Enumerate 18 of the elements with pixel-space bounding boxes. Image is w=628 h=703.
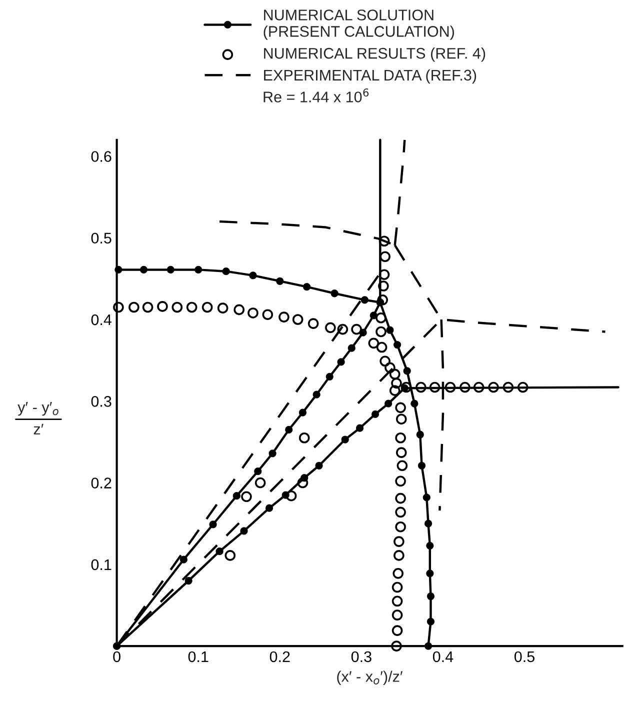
text: Re = 1.44 x 10$^{6}$ bbox=[264, 88, 369, 102]
legend-label: EXPERIMENTAL DATA (REF.3) bbox=[264, 69, 476, 84]
legend-label: NUMERICAL SOLUTION (PRESENT CALCULATION) bbox=[264, 10, 454, 40]
x-axis-title: (x′ - x$_{o}$′)/z′ bbox=[337, 670, 403, 685]
x-tick-label: 0.5 bbox=[514, 651, 534, 662]
x-tick-label: 0.3 bbox=[351, 651, 372, 662]
x-tick-label: 0 bbox=[113, 651, 120, 662]
y-tick-label: 0.1 bbox=[91, 559, 112, 570]
y-tick-label: 0.3 bbox=[91, 396, 112, 407]
x-tick-label: 0.1 bbox=[188, 651, 208, 662]
x-tick-label: 0.4 bbox=[432, 651, 454, 662]
y-tick-label: 0.5 bbox=[91, 232, 112, 244]
x-tick-label: 0.2 bbox=[270, 651, 290, 662]
y-tick-label: 0.6 bbox=[91, 151, 112, 162]
y-tick-label: 0.4 bbox=[91, 314, 112, 326]
y-tick-label: 0.2 bbox=[91, 478, 112, 488]
legend-label: NUMERICAL RESULTS (REF. 4) bbox=[264, 48, 486, 62]
text: y′ - y′$_{o}$ z′ bbox=[18, 402, 58, 434]
